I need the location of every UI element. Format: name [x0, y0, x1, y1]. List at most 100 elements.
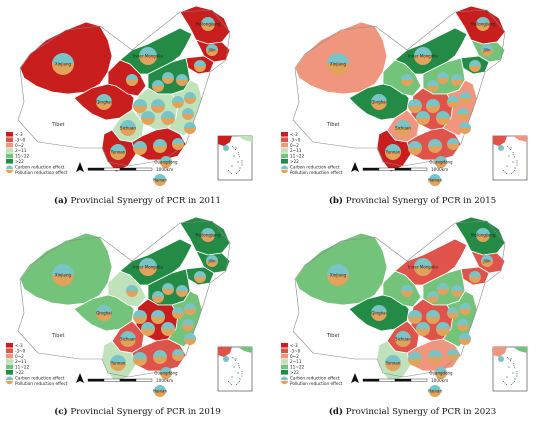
province-inner-mongolia: [394, 27, 468, 75]
synergy-symbol: [162, 283, 174, 295]
synergy-symbol: Heilongjiang: [471, 228, 496, 242]
legend-item-label: <-3: [15, 343, 23, 348]
synergy-symbol: [172, 349, 184, 361]
synergy-symbol: [416, 111, 430, 125]
synergy-symbol: [182, 319, 194, 331]
synergy-symbol: [469, 60, 481, 72]
synergy-symbol: Jilin: [481, 255, 493, 267]
province-label: Hainan: [428, 389, 443, 394]
synergy-symbol: [459, 333, 471, 345]
province-label: Guangdong: [429, 160, 453, 165]
province-label: Yunnan: [110, 361, 126, 366]
province-label: Inner Mongolia: [408, 265, 438, 270]
province-label: Heilongjiang: [196, 22, 221, 27]
panel-title: Provincial Synergy of PCR in 2023: [345, 407, 497, 417]
synergy-symbol: [469, 271, 481, 283]
synergy-symbol: [437, 283, 449, 295]
synergy-symbol: Inner Mongolia: [133, 47, 163, 65]
legend-item-label: 0~2: [290, 143, 299, 148]
synergy-symbol: Heilongjiang: [196, 228, 221, 242]
synergy-symbol: [161, 322, 175, 336]
province-label-tibet: Tibet: [51, 333, 65, 339]
legend-item-label: <-3: [290, 132, 298, 137]
synergy-symbol: [457, 319, 469, 331]
scale-bar: 1000km: [351, 162, 448, 172]
synergy-symbol: [447, 96, 459, 108]
synergy-symbol: [176, 285, 188, 297]
legend-pollution-label: Pollution reduction effect: [290, 170, 343, 175]
province-label: Xinjiang: [55, 62, 72, 67]
province-label: Guangdong: [154, 160, 178, 165]
synergy-symbol: [408, 352, 422, 366]
synergy-symbol: [457, 108, 469, 120]
legend-pollution-label: Pollution reduction effect: [15, 381, 68, 386]
synergy-symbol: [408, 141, 422, 155]
synergy-symbol: [184, 333, 196, 345]
synergy-symbol: [184, 122, 196, 134]
panel-title: Provincial Synergy of PCR in 2015: [345, 196, 497, 206]
legend-item-label: >22: [15, 370, 24, 375]
synergy-symbol: [141, 322, 155, 336]
legend-item-label: 2~11: [290, 148, 302, 153]
province-inner-mongolia: [119, 27, 193, 75]
synergy-symbol: [184, 92, 196, 104]
synergy-symbol: [408, 310, 422, 324]
synergy-symbol: Yunnan: [385, 355, 401, 371]
synergy-symbol: [133, 99, 147, 113]
synergy-symbol: [447, 349, 459, 361]
synergy-symbol: [426, 99, 440, 113]
synergy-symbol: Jilin: [481, 44, 493, 56]
synergy-symbol: [447, 307, 459, 319]
province-inner-mongolia: [119, 238, 193, 286]
country-outline: [292, 9, 506, 167]
scale-label: 1000km: [156, 378, 173, 383]
china-map: Xinjiang Inner Mongolia Heilongjiang Jilin Q…: [281, 216, 528, 397]
province-inner-mongolia: [394, 238, 468, 286]
synergy-symbol: Yunnan: [385, 144, 401, 160]
province-label: Guangdong: [154, 371, 178, 376]
synergy-symbol: Sichuan: [120, 120, 136, 136]
synergy-symbol: [162, 72, 174, 84]
synergy-symbol: Qinghai: [371, 94, 387, 110]
country-outline: [17, 220, 231, 378]
synergy-symbol: Qinghai: [96, 305, 112, 321]
legend-item-label: -3~0: [15, 348, 26, 353]
synergy-symbol: Qinghai: [371, 305, 387, 321]
synergy-symbol: [401, 74, 413, 86]
synergy-symbol: [152, 291, 164, 303]
synergy-symbol: Xinjiang: [327, 53, 349, 75]
synergy-symbol: [153, 350, 167, 364]
legend-pollution-label: Pollution reduction effect: [15, 170, 68, 175]
province-label: Yunnan: [110, 150, 126, 155]
province-label: Heilongjiang: [196, 233, 221, 238]
synergy-symbol: Guangdong: [429, 367, 453, 379]
synergy-symbol: Heilongjiang: [471, 17, 496, 31]
synergy-symbol: [182, 108, 194, 120]
province-label: Inner Mongolia: [133, 265, 163, 270]
synergy-symbol: [141, 111, 155, 125]
synergy-symbol: Guangdong: [154, 156, 178, 168]
province-label: Jilin: [482, 259, 491, 264]
synergy-symbol: [459, 122, 471, 134]
synergy-symbol: [172, 307, 184, 319]
province-label: Xinjiang: [330, 273, 347, 278]
province-label: Jilin: [207, 259, 216, 264]
province-label: Jilin: [207, 48, 216, 53]
province-label: Sichuan: [395, 126, 411, 131]
synergy-symbol: [451, 285, 463, 297]
province-label: Xinjiang: [330, 62, 347, 67]
province-label: Qinghai: [371, 311, 386, 316]
legend-item-label: 11~22: [15, 365, 30, 370]
province-label-tibet: Tibet: [326, 122, 340, 128]
synergy-symbol: [133, 141, 147, 155]
legend-item-label: -3~0: [290, 348, 301, 353]
south-china-sea-inset: [217, 346, 253, 392]
legend-item-label: >22: [290, 159, 299, 164]
panel-caption: (c) Provincial Synergy of PCR in 2019: [0, 407, 275, 417]
synergy-symbol: [427, 291, 439, 303]
synergy-symbol: [153, 139, 167, 153]
synergy-symbol: [451, 74, 463, 86]
